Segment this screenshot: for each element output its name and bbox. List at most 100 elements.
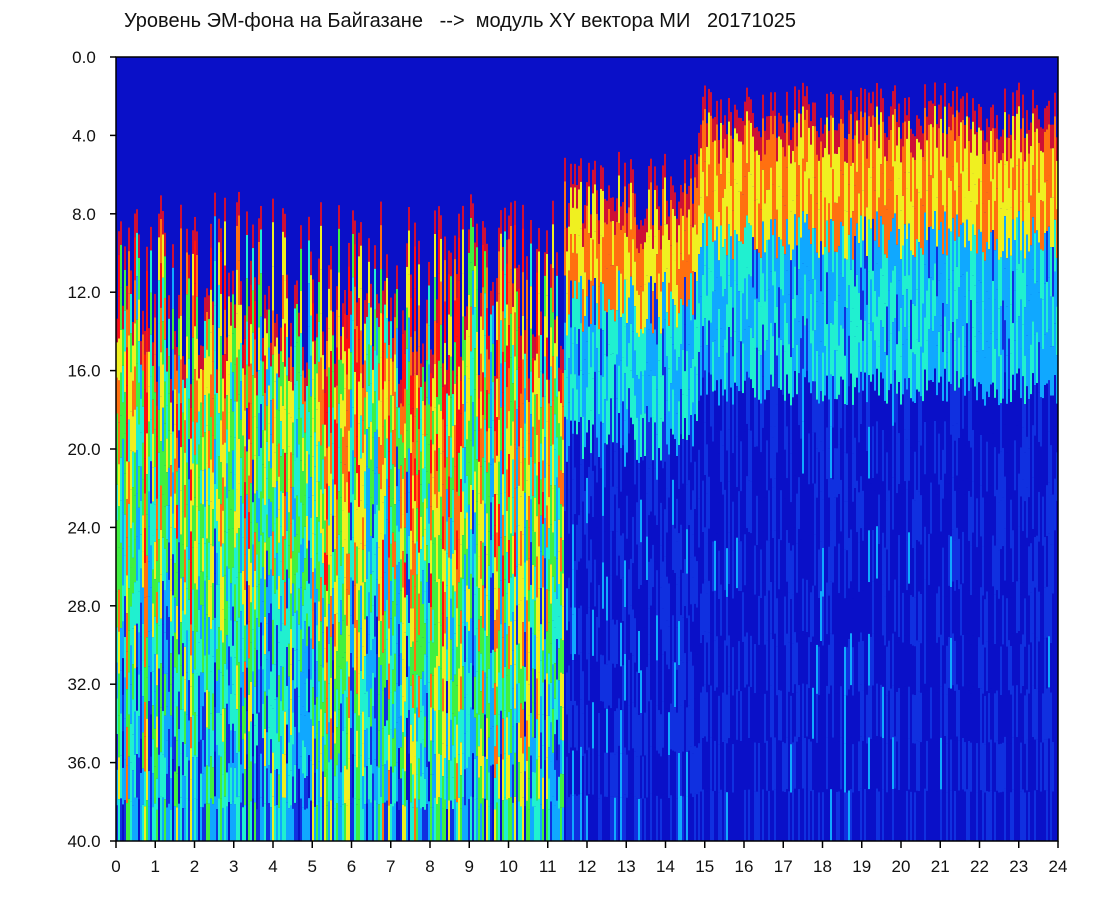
spectrogram-cell	[228, 335, 230, 375]
spectrogram-cell	[200, 706, 202, 740]
spectrogram-cell	[262, 395, 264, 431]
spectrogram-cell	[558, 487, 560, 520]
spectrogram-cell	[302, 740, 304, 774]
spectrogram-cell	[426, 471, 428, 509]
spectrogram-cell	[634, 439, 636, 485]
spectrogram-cell	[500, 210, 502, 234]
spectrogram-cell	[424, 591, 426, 624]
spectrogram-cell	[612, 442, 614, 487]
spectrogram-cell	[340, 669, 342, 704]
spectrogram-cell	[560, 672, 562, 707]
spectrogram-cell	[598, 243, 600, 287]
spectrogram-cell	[244, 769, 246, 806]
spectrogram-cell	[136, 536, 138, 581]
spectrogram-cell	[488, 531, 490, 566]
spectrogram-cell	[480, 292, 482, 317]
spectrogram-cell	[740, 241, 742, 292]
spectrogram-cell	[760, 257, 762, 307]
spectrogram-cell	[374, 636, 376, 678]
spectrogram-cell	[640, 371, 642, 415]
spectrogram-cell	[668, 540, 670, 584]
spectrogram-cell	[378, 730, 380, 768]
spectrogram-cell	[648, 422, 650, 469]
spectrogram-cell	[190, 624, 192, 656]
spectrogram-cell	[314, 602, 316, 637]
spectrogram-cell	[652, 798, 654, 841]
spectrogram-cell	[508, 325, 510, 369]
spectrogram-cell	[654, 189, 656, 237]
spectrogram-cell	[300, 756, 302, 799]
spectrogram-cell	[284, 496, 286, 540]
spectrogram-cell	[672, 389, 674, 435]
spectrogram-cell	[546, 295, 548, 338]
spectrogram-cell	[740, 341, 742, 392]
spectrogram-cell	[592, 424, 594, 471]
spectrogram-cell	[692, 490, 694, 535]
spectrogram-cell	[350, 502, 352, 541]
spectrogram-cell	[158, 323, 160, 367]
spectrogram-cell	[596, 572, 598, 617]
spectrogram-cell	[718, 695, 720, 745]
spectrogram-cell	[624, 420, 626, 467]
spectrogram-cell	[146, 800, 148, 841]
spectrogram-cell	[448, 557, 450, 599]
spectrogram-cell	[290, 346, 292, 382]
spectrogram-cell	[600, 747, 602, 795]
spectrogram-cell	[714, 290, 716, 341]
spectrogram-cell	[694, 224, 696, 273]
spectrogram-cell	[168, 295, 170, 319]
spectrogram-cell	[512, 283, 514, 307]
spectrogram-cell	[546, 757, 548, 800]
spectrogram-cell	[232, 333, 234, 373]
spectrogram-cell	[586, 182, 588, 206]
spectrogram-cell	[286, 375, 288, 415]
spectrogram-cell	[142, 732, 144, 769]
spectrogram-cell	[280, 351, 282, 387]
spectrogram-cell	[156, 467, 158, 499]
spectrogram-cell	[770, 581, 772, 634]
spectrogram-cell	[284, 237, 286, 281]
spectrogram-cell	[518, 264, 520, 289]
spectrogram-cell	[620, 317, 622, 361]
spectrogram-cell	[710, 737, 712, 790]
spectrogram-cell	[766, 540, 768, 591]
spectrogram-cell	[166, 639, 168, 674]
spectrogram-cell	[256, 458, 258, 491]
spectrogram-cell	[412, 774, 414, 808]
spectrogram-cell	[514, 444, 516, 489]
spectrogram-cell	[720, 687, 722, 739]
spectrogram-cell	[194, 712, 196, 756]
spectrogram-cell	[372, 672, 374, 707]
spectrogram-cell	[614, 451, 616, 495]
spectrogram-cell	[444, 236, 446, 261]
spectrogram-cell	[560, 571, 562, 606]
spectrogram-cell	[162, 754, 164, 798]
spectrogram-cell	[494, 462, 496, 495]
spectrogram-cell	[542, 809, 544, 841]
spectrogram-cell	[272, 443, 274, 488]
spectrogram-cell	[130, 528, 132, 568]
spectrogram-cell	[566, 251, 568, 294]
spectrogram-cell	[600, 328, 602, 376]
spectrogram-cell	[720, 379, 722, 431]
spectrogram-cell	[718, 140, 720, 164]
spectrogram-cell	[716, 431, 718, 483]
spectrogram-cell	[228, 529, 230, 569]
spectrogram-cell	[742, 791, 744, 841]
spectrogram-cell	[376, 294, 378, 318]
spectrogram-cell	[694, 319, 696, 367]
spectrogram-cell	[544, 558, 546, 599]
spectrogram-cell	[436, 470, 438, 508]
spectrogram-cell	[478, 588, 480, 620]
spectrogram-cell	[734, 790, 736, 841]
spectrogram-cell	[326, 698, 328, 734]
spectrogram-cell	[534, 669, 536, 704]
spectrogram-cell	[156, 529, 158, 561]
spectrogram-cell	[542, 460, 544, 493]
spectrogram-cell	[510, 621, 512, 666]
spectrogram-cell	[436, 322, 438, 360]
spectrogram-cell	[140, 341, 142, 365]
spectrogram-cell	[528, 684, 530, 716]
spectrogram-cell	[134, 366, 136, 410]
spectrogram-cell	[592, 794, 594, 841]
